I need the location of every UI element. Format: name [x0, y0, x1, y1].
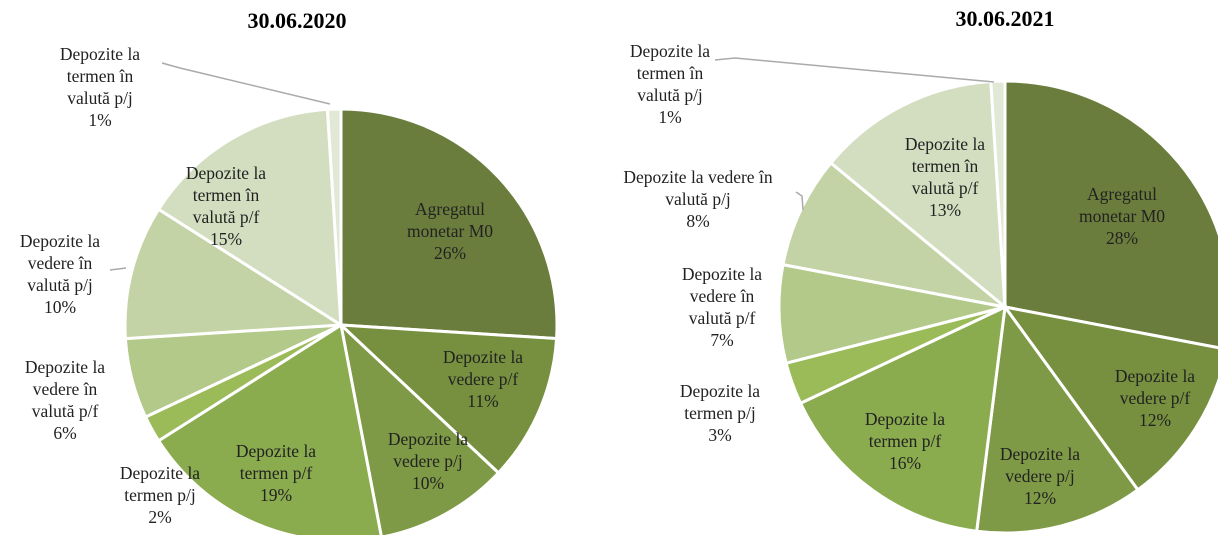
pie-slice	[156, 322, 383, 535]
value-label: 12%	[1138, 410, 1172, 430]
pie-slice	[325, 107, 343, 326]
pie-slice	[156, 107, 343, 328]
leader-line	[714, 57, 995, 83]
slice-label: Depozite la vedere în valută p/f 6%	[10, 356, 120, 444]
leader-line	[161, 62, 331, 105]
value-label: 26%	[433, 243, 467, 263]
value-label: 15%	[209, 229, 243, 249]
value-label: 19%	[259, 485, 293, 505]
slice-label: Depozite la termen în valută p/j 1%	[615, 40, 725, 128]
slice-label: Depozite la termen în valută p/f 13%	[890, 133, 1000, 221]
value-label: 8%	[686, 211, 710, 231]
category-label: Depozite la vedere p/j	[999, 444, 1081, 486]
slice-label: Depozite la vedere p/f 11%	[428, 346, 538, 412]
slice-label: Depozite la termen p/f 16%	[850, 408, 960, 474]
slice-label: Agregatul monetar M0 28%	[1067, 183, 1177, 249]
slice-label: Agregatul monetar M0 26%	[385, 198, 515, 264]
value-label: 10%	[43, 297, 77, 317]
leader-line	[795, 191, 804, 211]
pie-slice	[974, 303, 1140, 535]
category-label: Depozite la vedere în valută p/j	[19, 231, 101, 295]
category-label: Depozite la termen în valută p/f	[185, 163, 267, 227]
value-label: 1%	[658, 107, 682, 127]
category-label: Depozite la termen în valută p/f	[904, 134, 986, 198]
value-label: 13%	[928, 200, 962, 220]
pie-slice	[123, 207, 346, 341]
category-label: Depozite la termen p/f	[235, 441, 317, 483]
category-label: Agregatul monetar M0	[1078, 184, 1166, 226]
value-label: 7%	[710, 330, 734, 350]
category-label: Depozite la vedere p/j	[387, 429, 469, 471]
slice-label: Depozite la vedere în valută p/f 7%	[667, 263, 777, 351]
slice-label: Depozite la vedere p/f 12%	[1100, 365, 1210, 431]
slice-label: Depozite la vedere p/j 12%	[985, 443, 1095, 509]
slice-label: Depozite la vedere în valută p/j 8%	[608, 166, 788, 232]
value-label: 16%	[888, 453, 922, 473]
pie-slice	[798, 304, 1007, 533]
slice-label: Depozite la termen p/j 2%	[105, 462, 215, 528]
pie-slice	[336, 323, 559, 475]
category-label: Depozite la vedere p/f	[1114, 366, 1196, 408]
category-label: Agregatul monetar M0	[406, 199, 494, 241]
value-label: 3%	[708, 425, 732, 445]
pie-slice	[781, 160, 1006, 309]
value-label: 1%	[88, 110, 112, 130]
value-label: 6%	[53, 423, 77, 443]
value-label: 12%	[1023, 488, 1057, 508]
slice-label: Depozite la vedere în valută p/j 10%	[5, 230, 115, 318]
category-label: Depozite la termen p/j	[679, 381, 761, 423]
pie-slice	[828, 79, 1007, 311]
pie-slice	[1003, 79, 1218, 350]
pie-slice	[339, 107, 559, 341]
pies	[123, 79, 1218, 535]
value-label: 11%	[467, 391, 499, 411]
pie-slice	[338, 320, 501, 535]
category-label: Depozite la vedere în valută p/f	[681, 264, 763, 328]
value-label: 28%	[1105, 228, 1139, 248]
chart-title: 30.06.2021	[955, 6, 1055, 31]
category-label: Depozite la termen p/j	[119, 463, 201, 505]
value-label: 10%	[411, 473, 445, 493]
category-label: Depozite la termen în valută p/j	[629, 41, 711, 105]
slice-label: Depozite la termen p/j 3%	[665, 380, 775, 446]
slice-label: Depozite la termen în valută p/f 15%	[171, 162, 281, 250]
category-label: Depozite la termen în valută p/j	[59, 44, 141, 108]
pie-slice	[1001, 304, 1218, 492]
category-label: Depozite la vedere în valută p/f	[24, 357, 106, 421]
slice-label: Depozite la termen în valută p/j 1%	[45, 43, 155, 131]
category-label: Depozite la vedere în valută p/j	[623, 167, 773, 209]
value-label: 2%	[148, 507, 172, 527]
slice-label: Depozite la vedere p/j 10%	[373, 428, 483, 494]
slice-label: Depozite la termen p/f 19%	[221, 440, 331, 506]
chart-title: 30.06.2020	[247, 8, 347, 33]
leader-line	[109, 267, 127, 271]
category-label: Depozite la termen p/f	[864, 409, 946, 451]
category-label: Depozite la vedere p/f	[442, 347, 524, 389]
